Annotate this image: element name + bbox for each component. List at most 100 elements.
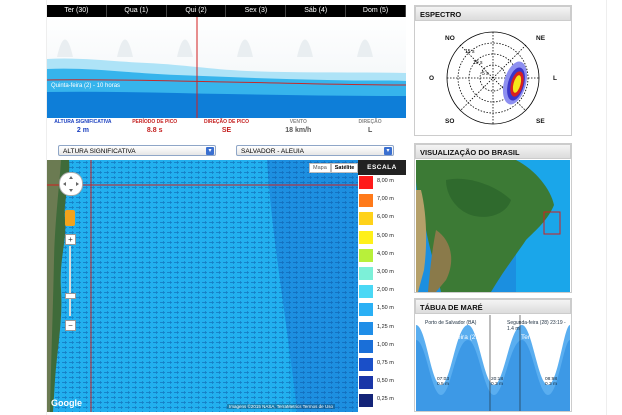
readouts-row: ALTURA SIGNIFICATIVA 2 m PERÍODO DE PICO 8.… (47, 118, 406, 138)
day-label[interactable]: Qua (1) (107, 5, 167, 17)
readout: DIREÇÃO DE PICO SE (191, 118, 263, 138)
pegman-icon[interactable] (65, 210, 75, 226)
legend-item: 5,00 m (358, 230, 406, 244)
day-label[interactable]: Dom (5) (346, 5, 406, 17)
legend-label: 0,75 m (377, 360, 394, 366)
google-logo: Google (51, 398, 82, 408)
brasil-map[interactable] (416, 160, 570, 292)
period-lobes (57, 39, 373, 57)
right-margin (606, 0, 622, 415)
readout-value: 18 km/h (285, 127, 312, 134)
tide-low-height: 0.3 m (491, 382, 503, 387)
day-label[interactable]: Qui (2) (167, 5, 227, 17)
left-margin (0, 0, 47, 415)
dir-label: NO (445, 35, 455, 42)
zoom-in-button[interactable]: + (65, 234, 76, 245)
legend-item: 7,00 m (358, 194, 406, 208)
legend-swatch (359, 248, 373, 262)
day-header: Ter (30) Qua (1) Qui (2) Sex (3) Sáb (4)… (47, 5, 406, 17)
legend-label: 1,50 m (377, 305, 394, 312)
espectro-panel: ESPECTRO NO NE O L SO SE 15 s 10 s 5 s (414, 5, 572, 136)
chevron-down-icon: ▾ (206, 147, 214, 155)
brasil-title: VISUALIZAÇÃO DO BRASIL (415, 144, 571, 159)
readout-value: SE (221, 127, 232, 134)
location-select[interactable]: SALVADOR - ALEUIA ▾ (236, 145, 394, 156)
day-label[interactable]: Sex (3) (226, 5, 287, 17)
time-caption: Quinta-feira (2) - 10 horas (51, 83, 121, 89)
dir-label: NE (536, 35, 546, 42)
readout-value: L (367, 127, 373, 134)
readout: VENTO 18 km/h (262, 118, 334, 138)
legend-label: 7,00 m (377, 196, 394, 203)
legend-label: 5,00 m (377, 232, 394, 239)
tide-datetime: Segunda-feira (28) 23:19 - 1.4 m (507, 320, 566, 332)
legend-swatch (359, 212, 373, 226)
tide-low-marker: 07:03 0.5 m (437, 377, 449, 387)
dir-label: O (429, 75, 435, 82)
day-label[interactable]: Ter (30) (47, 5, 107, 17)
legend-title: ESCALA (358, 160, 406, 175)
spectrum-energy (502, 61, 528, 105)
legend-item: 1,50 m (358, 303, 406, 317)
legend-label: 8,00 m (377, 178, 394, 184)
legend-item: 8,00 m (358, 176, 406, 189)
readout: PERÍODO DE PICO 8.8 s (119, 118, 191, 138)
zoom-out-button[interactable]: − (65, 320, 76, 331)
legend-label: 6,00 m (377, 214, 394, 221)
map-graphic (47, 160, 358, 412)
legend-swatch (359, 194, 373, 208)
variable-select-value: ALTURA SIGNIFICATIVA (63, 148, 136, 155)
legend-label: 1,00 m (377, 341, 394, 348)
espectro-title: ESPECTRO (415, 6, 571, 21)
variable-select[interactable]: ALTURA SIGNIFICATIVA ▾ (58, 145, 216, 156)
forecast-chart[interactable]: Ter (30) Qua (1) Qui (2) Sex (3) Sáb (4)… (47, 5, 406, 118)
spectrum-polar-plot (446, 31, 540, 125)
map-type-satelite[interactable]: Satélite (330, 163, 358, 173)
legend-label: 0,50 m (377, 378, 394, 385)
dir-label: SO (445, 118, 455, 125)
ring-label: 5 s (482, 71, 489, 77)
legend-item: 3,00 m (358, 267, 406, 280)
dir-label: L (553, 75, 557, 82)
legend-swatch (359, 321, 373, 335)
legend-swatch (359, 176, 373, 189)
wave-map[interactable]: Mapa Satélite + − Google Imagens ©2015 N… (47, 160, 358, 412)
legend-item: 1,00 m (358, 339, 406, 353)
tide-low-time: 20:18 (491, 377, 504, 382)
mare-panel: TÁBUA DE MARÉ Porto de Salvador (BA) Seg… (414, 298, 572, 412)
zoom-slider-track[interactable] (69, 246, 71, 316)
legend-label: 1,25 m (377, 323, 394, 330)
legend-item: 0,25 m (358, 394, 406, 408)
readout-label: VENTO (289, 119, 307, 125)
selected-area-box (543, 211, 561, 235)
readout: ALTURA SIGNIFICATIVA 2 m (47, 118, 119, 138)
location-select-value: SALVADOR - ALEUIA (241, 148, 304, 155)
readout: DIREÇÃO L (334, 118, 406, 138)
dir-label: SE (536, 118, 545, 125)
tide-low-time: 07:03 (437, 377, 450, 382)
map-attribution[interactable]: Imagens ©2015 NASA, TerraMetrics Termos … (227, 404, 335, 409)
legend-swatch (359, 230, 373, 244)
readout-value: 8.8 s (146, 127, 163, 134)
brasil-panel: VISUALIZAÇÃO DO BRASIL (414, 143, 572, 293)
ring-label: 15 s (465, 49, 475, 55)
readout-value: 2 m (76, 127, 89, 134)
legend-swatch (359, 358, 373, 371)
period-line (47, 79, 406, 86)
day-label[interactable]: Sáb (4) (286, 5, 347, 17)
map-type-mapa[interactable]: Mapa (309, 163, 331, 173)
tide-low-marker: 20:18 0.3 m (491, 377, 503, 387)
tide-low-height: 0.5 m (437, 382, 449, 387)
scale-legend: ESCALA 8,00 m 7,00 m 6,00 m 5,00 m 4,00 m 3,0… (358, 160, 406, 412)
tide-low-height: 0.3 m (545, 382, 557, 387)
legend-swatch (359, 303, 373, 317)
legend-label: 0,25 m (377, 396, 394, 403)
tide-chart[interactable] (416, 315, 570, 411)
map-type-toggle: Mapa Satélite (309, 163, 358, 173)
legend-item: 0,75 m (358, 358, 406, 371)
pan-control[interactable] (59, 172, 83, 196)
readout-label: DIREÇÃO DE PICO (203, 119, 249, 125)
legend-item: 2,00 m (358, 285, 406, 299)
wave-profile-graphic (47, 17, 406, 118)
zoom-slider-handle[interactable] (65, 293, 76, 299)
